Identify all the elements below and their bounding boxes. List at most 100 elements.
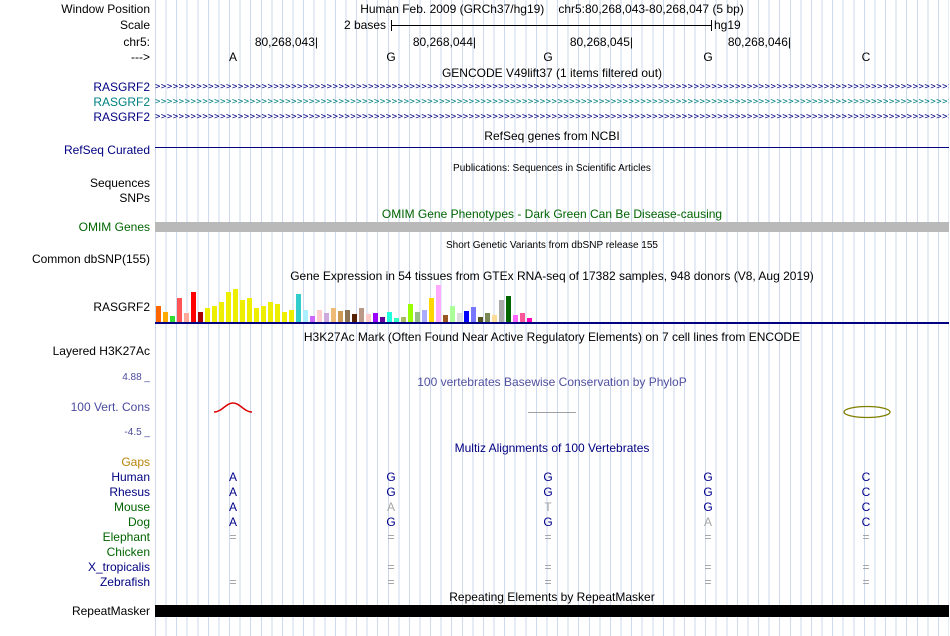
grid-guidelines [155,0,949,636]
gtex-bar [338,311,343,322]
conservation-max-label: 4.88 _ [122,372,150,383]
gtex-bar [464,311,469,322]
gtex-bar [366,314,371,322]
gtex-bar [268,302,273,322]
refseq-curated-label[interactable]: RefSeq Curated [63,143,150,157]
alignment-cell: G [386,515,396,529]
gtex-bar [240,300,245,322]
reference-base: G [543,50,553,64]
gtex-bar [198,312,203,322]
multiz-title: Multiz Alignments of 100 Vertebrates [454,441,650,455]
gtex-bar [429,298,434,322]
gene-label[interactable]: RASGRF2 [93,95,150,109]
conservation-min-label: -4.5 _ [124,427,150,438]
gtex-bar [408,304,413,322]
gtex-bar [527,318,532,322]
species-label[interactable]: Elephant [102,530,150,544]
gtex-bar [296,294,301,322]
repeatmasker-title: Repeating Elements by RepeatMasker [449,590,655,604]
omim-genes-bar[interactable] [155,222,949,232]
species-label[interactable]: Chicken [106,545,150,559]
gtex-bar [359,308,364,322]
refseq-title: RefSeq genes from NCBI [484,129,620,143]
alignment-cell: C [861,500,871,514]
species-label[interactable]: Zebrafish [99,575,150,589]
dbsnp-label[interactable]: Common dbSNP(155) [31,252,150,266]
coordinate-label: 80,268,046| [727,35,791,49]
gtex-bar [275,304,280,322]
gtex-bar [170,316,175,322]
gene-model-track[interactable]: >>>>>>>>>>>>>>>>>>>>>>>>>>>>>>>>>>>>>>>>… [155,97,949,107]
gtex-bar [415,312,420,322]
gtex-bar [163,312,168,322]
scale-value: 2 bases [343,18,386,32]
phylop-positive-mark [213,402,253,413]
gtex-bar [520,313,525,322]
alignment-cell: C [861,470,871,484]
alignment-cell: = [229,575,237,589]
omim-title: OMIM Gene Phenotypes - Dark Green Can Be… [381,207,723,221]
species-label[interactable]: Mouse [113,500,150,514]
position-header: Human Feb. 2009 (GRCh37/hg19) chr5:80,26… [155,3,949,16]
species-label[interactable]: Gaps [121,455,150,469]
conservation-label[interactable]: 100 Vert. Cons [70,400,150,414]
gtex-bar [506,296,511,322]
gtex-bar [324,313,329,322]
alignment-cell: = [862,560,870,574]
refseq-curated-line[interactable] [155,147,949,148]
species-label[interactable]: X_tropicalis [87,560,150,574]
h3k27ac-title: H3K27Ac Mark (Often Found Near Active Re… [303,330,801,344]
gtex-bar [478,317,483,322]
gtex-bar [212,306,217,322]
alignment-cell: = [387,575,395,589]
h3k27ac-label[interactable]: Layered H3K27Ac [52,344,150,358]
alignment-cell: G [386,485,396,499]
repeatmasker-label[interactable]: RepeatMasker [71,604,150,618]
alignment-cell: = [704,560,712,574]
gtex-bar [317,310,322,322]
alignment-cell: = [229,530,237,544]
gene-model-track[interactable]: >>>>>>>>>>>>>>>>>>>>>>>>>>>>>>>>>>>>>>>>… [155,82,949,92]
alignment-cell: C [861,515,871,529]
window-position-label: Window Position [61,2,150,16]
gtex-bar [436,285,441,322]
sequences-label[interactable]: Sequences [89,176,150,190]
gtex-bar [191,292,196,322]
gtex-bar [205,308,210,322]
gtex-gene-label[interactable]: RASGRF2 [93,300,150,314]
gtex-bar [450,306,455,322]
gene-label[interactable]: RASGRF2 [93,110,150,124]
gtex-bar [457,313,462,322]
snps-label[interactable]: SNPs [119,191,150,205]
alignment-cell: = [544,575,552,589]
window-coordinates: chr5:80,268,043-80,268,047 (5 bp) [558,2,744,16]
species-label[interactable]: Dog [127,515,150,529]
gtex-expression-track[interactable] [155,280,949,322]
assembly-name: Human Feb. 2009 (GRCh37/hg19) [360,2,545,16]
alignment-cell: A [228,500,237,514]
gtex-bar [485,313,490,322]
reference-base: A [228,50,237,64]
species-label[interactable]: Rhesus [109,485,150,499]
species-label[interactable]: Human [111,470,150,484]
gtex-bar [513,315,518,322]
repeatmasker-bar[interactable] [155,605,949,617]
gene-model-track[interactable]: >>>>>>>>>>>>>>>>>>>>>>>>>>>>>>>>>>>>>>>>… [155,112,949,122]
gtex-bar [303,310,308,322]
alignment-cell: = [544,530,552,544]
phylop-negative-mark [843,405,891,419]
alignment-cell: = [387,530,395,544]
alignment-cell: A [228,470,237,484]
gene-label[interactable]: RASGRF2 [93,80,150,94]
omim-genes-label[interactable]: OMIM Genes [78,220,150,234]
chromosome-label: chr5: [123,35,150,49]
coordinate-label: 80,268,044| [412,35,476,49]
alignment-cell: T [544,500,552,514]
alignment-cell: = [862,530,870,544]
gtex-bar [394,318,399,322]
gtex-bar [401,317,406,322]
gencode-title: GENCODE V49lift37 (1 items filtered out) [441,66,663,80]
phylop-zero-mark [528,412,576,413]
alignment-cell: G [703,500,713,514]
